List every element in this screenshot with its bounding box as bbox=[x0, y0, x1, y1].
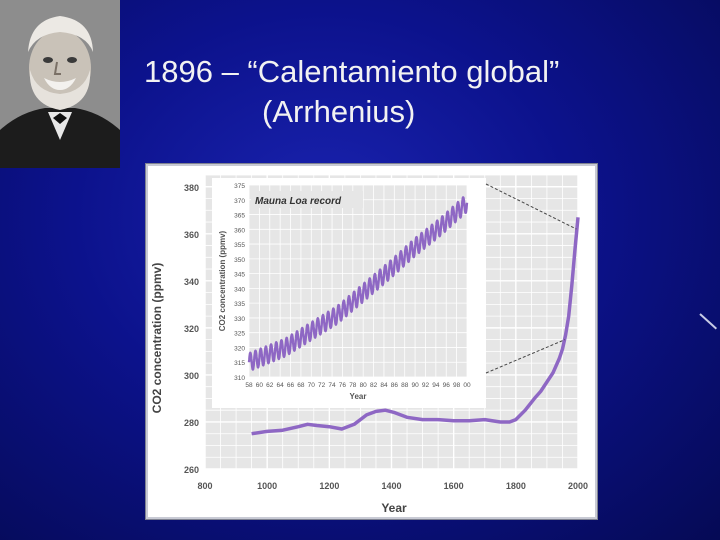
inset-title: Mauna Loa record bbox=[255, 196, 342, 207]
main-x-axis-label: Year bbox=[381, 501, 407, 515]
inset-x-tick-label: 90 bbox=[411, 382, 419, 389]
inset-x-tick-label: 62 bbox=[266, 382, 274, 389]
main-y-axis-label: CO2 concentration (ppmv) bbox=[150, 263, 164, 414]
inset-y-tick-label: 365 bbox=[234, 213, 245, 220]
inset-y-tick-label: 330 bbox=[234, 316, 245, 323]
inset-x-tick-label: 80 bbox=[360, 382, 368, 389]
inset-x-tick-label: 60 bbox=[256, 382, 264, 389]
main-x-tick-label: 2000 bbox=[568, 481, 588, 491]
inset-y-tick-label: 320 bbox=[234, 345, 245, 352]
chart-frame-border bbox=[145, 163, 598, 520]
inset-x-tick-label: 94 bbox=[432, 382, 440, 389]
title-line-2: (Arrhenius) bbox=[262, 94, 416, 129]
main-x-tick-label: 1800 bbox=[506, 481, 526, 491]
inset-y-tick-label: 335 bbox=[234, 301, 245, 308]
portrait-arrhenius-icon bbox=[0, 0, 120, 168]
inset-plot-area: 310 315 320 325 330 335 340 345 350 355 360 365 370 3… bbox=[212, 178, 577, 408]
inset-x-tick-label: 76 bbox=[339, 382, 347, 389]
inset-y-tick-label: 325 bbox=[234, 331, 245, 338]
inset-x-tick-label: 96 bbox=[443, 382, 451, 389]
co2-chart-svg: 260 280 300 320 340 360 380 800 1000 1200 1400 1600… bbox=[145, 163, 598, 520]
main-y-tick-label: 340 bbox=[184, 277, 199, 287]
main-x-tick-label: 1200 bbox=[319, 481, 339, 491]
inset-y-axis-label: CO2 concentration (ppmv) bbox=[218, 230, 227, 331]
inset-title-bg bbox=[251, 191, 363, 208]
inset-y-tick-label: 360 bbox=[234, 227, 245, 234]
main-y-tick-label: 320 bbox=[184, 324, 199, 334]
inset-connector-bottom bbox=[485, 339, 566, 374]
inset-y-tick-label: 315 bbox=[234, 360, 245, 367]
inset-x-tick-label: 84 bbox=[380, 382, 388, 389]
inset-x-axis-label: Year bbox=[350, 392, 367, 401]
inset-y-tick-label: 345 bbox=[234, 272, 245, 279]
inset-x-tick-label: 82 bbox=[370, 382, 378, 389]
inset-x-tick-label: 58 bbox=[245, 382, 253, 389]
title-line-1: 1896 – “Calentamiento global” bbox=[144, 54, 560, 89]
inset-x-tick-label: 00 bbox=[463, 382, 471, 389]
inset-connector-top bbox=[485, 183, 577, 230]
inset-x-tick-label: 74 bbox=[328, 382, 336, 389]
main-y-tick-label: 380 bbox=[184, 183, 199, 193]
inset-y-tick-label: 355 bbox=[234, 242, 245, 249]
slide-title: 1896 – “Calentamiento global” (Arrhenius… bbox=[144, 52, 559, 132]
main-co2-series-line bbox=[251, 217, 580, 436]
main-y-tick-label: 300 bbox=[184, 371, 199, 381]
inset-mauna-loa-series-line bbox=[247, 196, 469, 371]
inset-x-tick-label: 64 bbox=[277, 382, 285, 389]
main-y-tick-label: 260 bbox=[184, 465, 199, 475]
main-x-tick-label: 1400 bbox=[381, 481, 401, 491]
inset-y-tick-label: 375 bbox=[234, 183, 245, 190]
chart-frame-inner-border bbox=[146, 164, 597, 519]
inset-x-tick-label: 92 bbox=[422, 382, 430, 389]
inset-x-tick-label: 66 bbox=[287, 382, 295, 389]
inset-y-tick-label: 310 bbox=[234, 375, 245, 382]
inset-y-tick-label: 350 bbox=[234, 257, 245, 264]
inset-x-tick-label: 68 bbox=[297, 382, 305, 389]
inset-y-tick-label: 370 bbox=[234, 198, 245, 205]
inset-x-tick-label: 88 bbox=[401, 382, 409, 389]
main-x-tick-label: 1600 bbox=[444, 481, 464, 491]
inset-x-tick-label: 78 bbox=[349, 382, 357, 389]
main-x-tick-label: 800 bbox=[197, 481, 212, 491]
co2-chart: 260 280 300 320 340 360 380 800 1000 1200 1400 1600… bbox=[145, 163, 598, 520]
inset-x-tick-label: 70 bbox=[308, 382, 316, 389]
inset-x-tick-label: 72 bbox=[318, 382, 326, 389]
inset-x-tick-label: 86 bbox=[391, 382, 399, 389]
portrait-photo bbox=[0, 0, 120, 168]
inset-y-tick-label: 340 bbox=[234, 286, 245, 293]
main-y-tick-label: 360 bbox=[184, 230, 199, 240]
main-x-tick-label: 1000 bbox=[257, 481, 277, 491]
inset-x-tick-label: 98 bbox=[453, 382, 461, 389]
main-y-tick-label: 280 bbox=[184, 418, 199, 428]
